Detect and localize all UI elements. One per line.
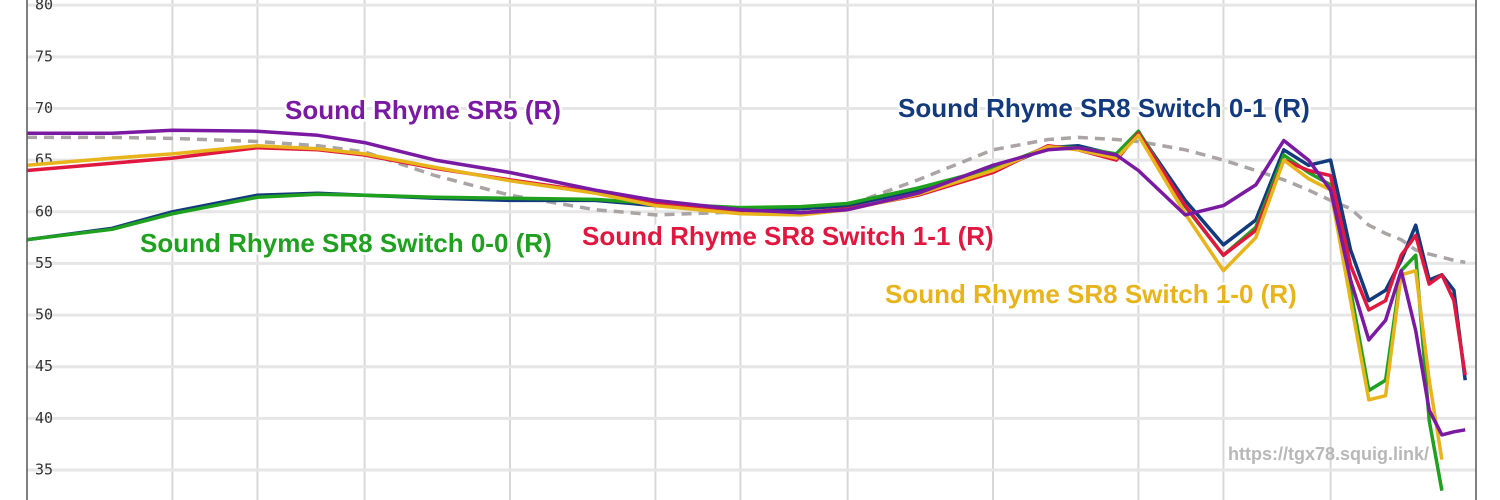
series-label: Sound Rhyme SR8 Switch 0-1 (R) <box>898 93 1310 123</box>
series-label: Sound Rhyme SR8 Switch 1-1 (R) <box>582 221 994 251</box>
y-tick-label: 80 <box>35 0 53 14</box>
series-label: Sound Rhyme SR8 Switch 0-0 (R) <box>140 228 552 258</box>
target-line <box>27 135 1466 265</box>
series-label: Sound Rhyme SR5 (R) <box>285 95 561 125</box>
y-tick-label: 60 <box>35 202 53 220</box>
series-line <box>27 128 1466 437</box>
y-tick-label: 40 <box>35 409 53 427</box>
y-tick-label: 70 <box>35 99 53 117</box>
labels: Sound Rhyme SR8 Switch 0-1 (R) Sound Rhym… <box>138 90 1313 311</box>
watermark: https://tgx78.squig.link/ <box>1228 444 1429 464</box>
y-tick-label: 45 <box>35 357 53 375</box>
y-tick-label: 75 <box>35 47 53 65</box>
y-tick-label: 35 <box>35 461 53 479</box>
y-tick-label: 50 <box>35 306 53 324</box>
plot-lines <box>26 128 1467 492</box>
series-label: Sound Rhyme SR8 Switch 1-0 (R) <box>885 279 1297 309</box>
y-tick-label: 55 <box>35 254 53 272</box>
